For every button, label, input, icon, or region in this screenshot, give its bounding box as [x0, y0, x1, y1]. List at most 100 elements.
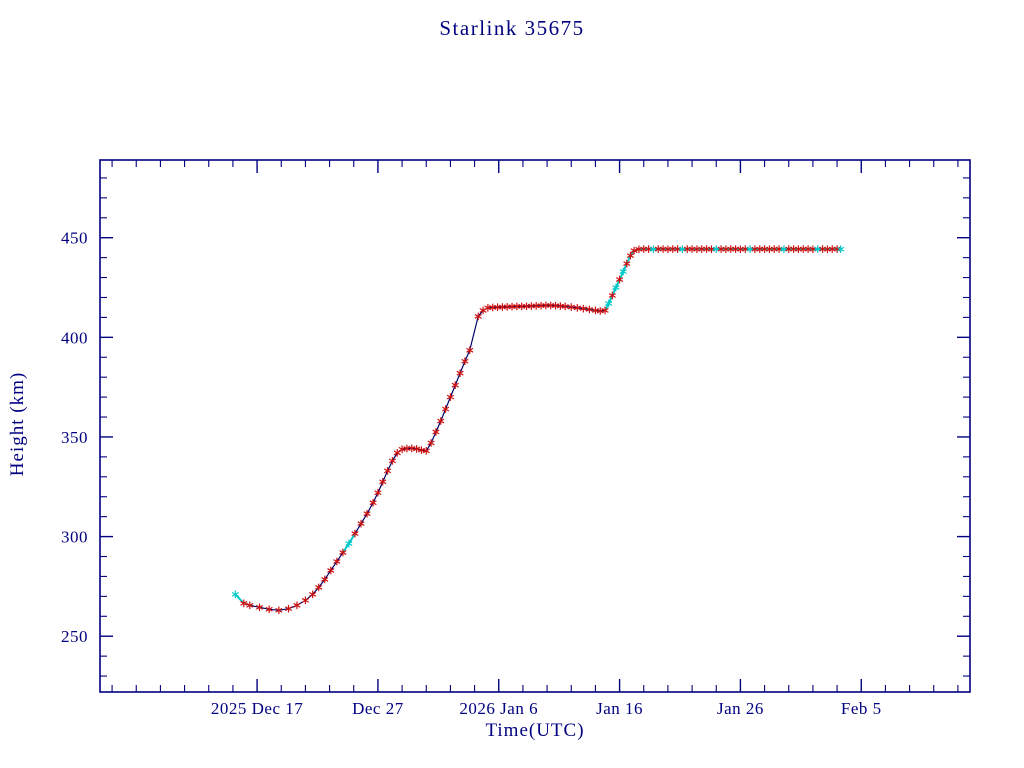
observed-point-marker: [626, 253, 635, 259]
x-tick-label: Jan 26: [717, 699, 764, 718]
observed-point-marker: [446, 394, 455, 400]
height-curve-segment: [387, 460, 393, 472]
observed-point-marker: [321, 577, 329, 582]
observed-point-marker: [357, 521, 365, 527]
predicted-point-marker: [345, 541, 353, 546]
height-curve-segment: [324, 570, 332, 580]
height-curve-segment: [391, 452, 398, 462]
observed-point-marker: [474, 313, 482, 319]
observed-point-marker: [608, 293, 616, 298]
observed-point-marker: [432, 429, 440, 435]
height-curve-predicted-segment: [622, 263, 628, 272]
observed-point-marker: [422, 448, 430, 454]
observed-point-marker: [567, 304, 575, 310]
predicted-point-marker: [612, 285, 620, 290]
observed-point-marker: [437, 418, 445, 424]
height-curve-segment: [440, 408, 447, 422]
observed-point-marker: [573, 305, 581, 311]
height-curve-segment: [377, 481, 384, 493]
height-curve-segment: [269, 608, 279, 611]
predicted-point-marker: [619, 269, 627, 275]
observed-point-marker: [615, 277, 624, 282]
observed-point-marker: [630, 248, 638, 254]
y-axis-label: Height (km): [7, 371, 28, 477]
observed-point-marker: [293, 602, 301, 608]
height-curve-segment: [382, 470, 389, 483]
observed-point-marker: [398, 446, 406, 452]
y-tick-label: 350: [61, 428, 88, 447]
predicted-point-marker: [837, 246, 845, 252]
observed-point-marker: [623, 261, 631, 267]
observed-point-marker: [585, 307, 593, 312]
predicted-point-marker: [231, 591, 239, 597]
height-curve-segment: [459, 361, 466, 374]
height-curve-segment: [464, 350, 471, 362]
observed-point-marker: [265, 606, 273, 612]
y-tick-label: 300: [61, 528, 88, 547]
observed-point-marker: [240, 600, 248, 606]
observed-point-marker: [363, 511, 371, 517]
x-tick-label: 2025 Dec 17: [211, 699, 303, 718]
observed-point-marker: [561, 304, 569, 309]
x-axis-label: Time(UTC): [485, 720, 585, 741]
height-curve-segment: [469, 316, 479, 351]
height-curve-segment: [336, 552, 344, 562]
observed-point-marker: [284, 606, 293, 612]
observed-point-marker: [412, 446, 421, 452]
y-tick-label: 250: [61, 627, 88, 646]
chart-title: Starlink 35675: [439, 16, 585, 40]
height-curve-segment: [449, 384, 456, 398]
plot-frame: [99, 159, 971, 693]
observed-point-marker: [596, 308, 604, 314]
observed-point-marker: [383, 468, 392, 474]
observed-point-marker: [369, 500, 377, 506]
observed-point-marker: [466, 347, 474, 353]
height-curve-segment: [318, 579, 326, 588]
observed-point-marker: [374, 490, 382, 496]
x-tick-label: Jan 16: [596, 699, 643, 718]
observed-point-marker: [461, 358, 469, 364]
observed-point-marker: [301, 597, 310, 603]
observed-point-marker: [451, 382, 459, 388]
height-curve-segment: [360, 513, 368, 524]
x-tick-label: Feb 5: [841, 699, 882, 718]
observed-point-marker: [255, 604, 264, 610]
height-curve-segment: [425, 442, 432, 452]
height-curve-segment: [372, 492, 379, 503]
observed-point-marker: [579, 306, 587, 312]
height-curve-segment: [430, 431, 437, 444]
height-curve-predicted-segment: [618, 271, 625, 280]
height-curve-segment: [330, 561, 338, 571]
observed-point-marker: [315, 584, 323, 590]
observed-point-marker: [309, 591, 317, 597]
height-curve-predicted-segment: [348, 533, 356, 545]
observed-point-marker: [388, 458, 397, 464]
observed-point-marker: [601, 308, 609, 313]
observed-point-marker: [379, 479, 387, 485]
observed-point-marker: [275, 607, 283, 613]
height-curve-predicted-segment: [611, 287, 617, 296]
height-curve-predicted-segment: [625, 255, 632, 265]
observed-point-marker: [427, 440, 435, 446]
predicted-point-marker: [605, 301, 613, 306]
x-tick-label: 2026 Jan 6: [459, 699, 538, 718]
height-curve-predicted-segment: [604, 302, 610, 311]
observed-point-marker: [456, 370, 464, 376]
observed-point-marker: [327, 568, 335, 573]
height-curve-segment: [445, 396, 451, 410]
height-curve-segment: [366, 502, 374, 514]
observed-point-marker: [393, 450, 401, 456]
y-tick-label: 400: [61, 328, 88, 347]
height-curve-segment: [435, 420, 442, 433]
observed-point-marker: [441, 406, 450, 412]
height-curve-predicted-segment: [342, 542, 350, 554]
x-tick-label: Dec 27: [352, 699, 404, 718]
observed-point-marker: [246, 602, 254, 608]
height-curve-predicted-segment: [607, 295, 614, 304]
observed-point-marker: [339, 550, 347, 555]
height-curve-segment: [354, 523, 362, 534]
observed-point-marker: [333, 559, 341, 564]
height-curve-predicted-segment: [615, 279, 621, 288]
